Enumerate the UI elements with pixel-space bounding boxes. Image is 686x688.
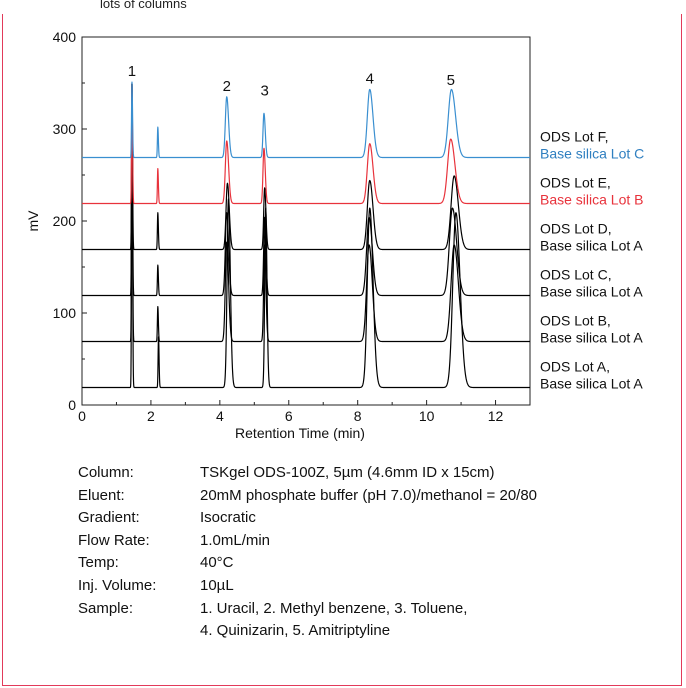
condition-label bbox=[78, 620, 200, 643]
condition-row: Temp: 40°C bbox=[78, 552, 537, 575]
condition-label: Temp: bbox=[78, 554, 119, 572]
x-tick-label: 4 bbox=[216, 408, 224, 424]
trace-label-silica: Base silica Lot B bbox=[540, 192, 644, 208]
condition-row: Column: TSKgel ODS-100Z, 5µm (4.6mm ID x … bbox=[78, 462, 537, 485]
x-tick-label: 10 bbox=[419, 408, 435, 424]
condition-row: Flow Rate: 1.0mL/min bbox=[78, 530, 537, 553]
peak-number: 1 bbox=[128, 63, 136, 80]
trace-line bbox=[81, 83, 531, 343]
trace-line bbox=[81, 83, 531, 389]
condition-label: Sample: bbox=[78, 599, 134, 617]
trace-label-silica: Base silica Lot A bbox=[540, 376, 643, 392]
condition-value: Isocratic bbox=[200, 509, 256, 527]
peak-number: 3 bbox=[260, 82, 268, 99]
condition-label: Flow Rate: bbox=[78, 531, 150, 549]
condition-row: Sample: 1. Uracil, 2. Methyl benzene, 3. … bbox=[78, 598, 537, 621]
trace-label-ods: ODS Lot C, bbox=[540, 267, 612, 283]
condition-value: 40°C bbox=[200, 554, 234, 572]
x-tick-label: 0 bbox=[78, 408, 86, 424]
trace-label-ods: ODS Lot D, bbox=[540, 221, 612, 237]
condition-value: 10µL bbox=[200, 576, 234, 594]
trace-line bbox=[81, 83, 531, 251]
condition-row: 4. Quinizarin, 5. Amitriptyline bbox=[78, 620, 537, 643]
y-tick-label: 100 bbox=[53, 305, 77, 321]
trace-line bbox=[81, 81, 531, 159]
y-tick-label: 200 bbox=[53, 213, 77, 229]
trace-label-silica: Base silica Lot A bbox=[540, 284, 643, 300]
x-tick-label: 12 bbox=[488, 408, 504, 424]
condition-value: 1. Uracil, 2. Methyl benzene, 3. Toluene… bbox=[200, 599, 468, 617]
chromatogram-traces bbox=[81, 81, 531, 389]
y-axis-label: mV bbox=[25, 210, 41, 232]
conditions-table: Column: TSKgel ODS-100Z, 5µm (4.6mm ID x … bbox=[78, 462, 537, 643]
x-tick-label: 8 bbox=[354, 408, 362, 424]
condition-row: Inj. Volume: 10µL bbox=[78, 575, 537, 598]
trace-label-silica: Base silica Lot A bbox=[540, 238, 643, 254]
caption-fragment: lots of columns bbox=[100, 0, 187, 11]
condition-label: Inj. Volume: bbox=[78, 576, 157, 594]
condition-label: Gradient: bbox=[78, 509, 140, 527]
x-tick-label: 2 bbox=[147, 408, 155, 424]
y-tick-label: 300 bbox=[53, 121, 77, 137]
trace-label-ods: ODS Lot A, bbox=[540, 359, 610, 375]
condition-value: 1.0mL/min bbox=[200, 531, 271, 549]
y-tick-label: 400 bbox=[53, 29, 77, 45]
figure-frame bbox=[2, 14, 682, 686]
trace-line bbox=[81, 83, 531, 297]
condition-label: Column: bbox=[78, 464, 134, 481]
peak-number: 4 bbox=[366, 70, 374, 87]
trace-label-ods: ODS Lot E, bbox=[540, 175, 611, 191]
peak-numbers: 1 2 3 4 5 bbox=[128, 63, 455, 99]
x-axis-label: Retention Time (min) bbox=[235, 425, 365, 441]
condition-label: Eluent: bbox=[78, 486, 125, 504]
condition-value: TSKgel ODS-100Z, 5µm (4.6mm ID x 15cm) bbox=[200, 464, 495, 481]
condition-value: 20mM phosphate buffer (pH 7.0)/methanol … bbox=[200, 486, 538, 504]
peak-number: 2 bbox=[223, 78, 231, 95]
trace-label-silica: Base silica Lot A bbox=[540, 330, 643, 346]
condition-row: Eluent: 20mM phosphate buffer (pH 7.0)/me… bbox=[78, 485, 537, 508]
trace-label-silica: Base silica Lot C bbox=[540, 146, 644, 162]
condition-value: 4. Quinizarin, 5. Amitriptyline bbox=[200, 622, 391, 640]
x-tick-label: 6 bbox=[285, 408, 293, 424]
peak-number: 5 bbox=[447, 72, 455, 89]
y-tick-label: 0 bbox=[68, 397, 76, 413]
trace-label-ods: ODS Lot B, bbox=[540, 313, 611, 329]
trace-line bbox=[81, 83, 531, 205]
trace-label-ods: ODS Lot F, bbox=[540, 129, 608, 145]
condition-row: Gradient: Isocratic bbox=[78, 507, 537, 530]
